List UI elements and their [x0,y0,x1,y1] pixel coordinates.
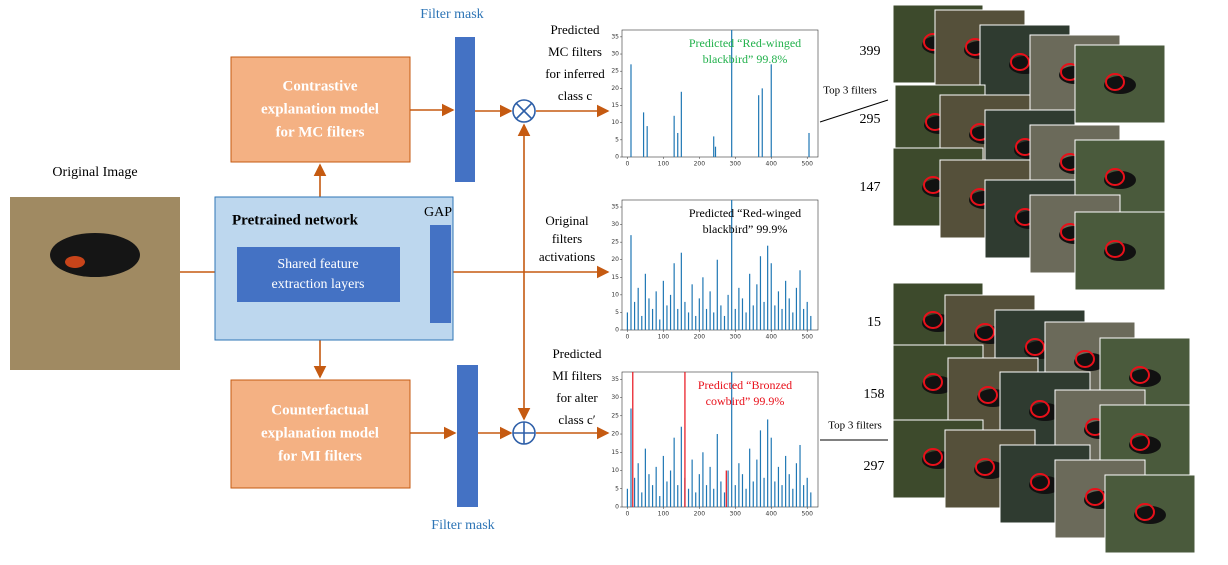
x-tick-label: 400 [766,334,778,341]
label: Contrastive [283,78,358,94]
y-tick-label: 35 [611,33,619,40]
label: Predicted [552,346,602,361]
y-tick-label: 30 [611,394,619,401]
photo-grid [893,5,1195,553]
label: Original [545,213,589,228]
bird [1104,243,1136,261]
label: Predicted [550,22,600,37]
y-tick-label: 15 [611,102,619,109]
y-tick-label: 20 [611,431,619,438]
x-tick-label: 300 [730,511,742,518]
y-tick-label: 25 [611,239,619,246]
x-tick-label: 200 [694,511,706,518]
x-tick-label: 100 [658,334,670,341]
annotation: blackbird” 99.8% [703,52,788,66]
label: 297 [864,459,885,474]
label: for inferred [545,66,605,81]
x-tick-label: 100 [658,161,670,168]
y-tick-label: 15 [611,449,619,456]
label: Counterfactual [271,402,369,418]
y-tick-label: 35 [611,376,619,383]
y-tick-label: 30 [611,51,619,58]
x-tick-label: 100 [658,511,670,518]
annotation: blackbird” 99.9% [703,222,788,236]
x-tick-label: 500 [801,334,813,341]
annotation: Predicted “Red-winged [689,206,801,220]
y-tick-label: 10 [611,291,619,298]
label: class c′ [558,412,595,427]
label: Pretrained network [232,212,359,228]
y-tick-label: 20 [611,256,619,263]
y-tick-label: 5 [615,485,619,492]
y-tick-label: 15 [611,274,619,281]
x-tick-label: 300 [730,334,742,341]
label: Original Image [52,165,137,180]
label: for MC filters [276,124,365,140]
label: class c [558,88,593,103]
y-tick-label: 10 [611,119,619,126]
shapes [10,37,478,507]
x-tick-label: 0 [625,334,629,341]
label: 295 [860,112,881,127]
label: 147 [860,180,881,195]
label: activations [539,249,595,264]
label: Top 3 filters [828,420,882,432]
diagram: Original Image Pretrained network GAP Sh… [0,0,1228,560]
y-tick-label: 5 [615,136,619,143]
y-tick-label: 35 [611,204,619,211]
label: 15 [867,315,881,330]
label: 399 [860,44,881,59]
y-tick-label: 0 [615,154,619,161]
bird [1134,506,1166,524]
x-tick-label: 500 [801,511,813,518]
label: explanation model [261,101,379,117]
bird [1104,76,1136,94]
annotation: Predicted “Bronzed [698,378,792,392]
y-tick-label: 25 [611,412,619,419]
y-tick-label: 0 [615,504,619,511]
bird [1104,171,1136,189]
label: Filter mask [420,7,483,22]
label: GAP [424,205,452,220]
y-tick-label: 10 [611,467,619,474]
label: Shared feature [277,257,358,272]
x-tick-label: 200 [694,334,706,341]
label: for MI filters [278,448,362,464]
bird [1129,369,1161,387]
y-tick-label: 25 [611,68,619,75]
x-tick-label: 400 [766,161,778,168]
annotation: cowbird” 99.9% [706,394,785,408]
y-tick-label: 5 [615,309,619,316]
label: extraction layers [272,277,365,292]
y-tick-label: 0 [615,327,619,334]
x-tick-label: 0 [625,161,629,168]
x-tick-label: 400 [766,511,778,518]
x-tick-label: 300 [730,161,742,168]
annotation: Predicted “Red-winged [689,36,801,50]
bird [1129,436,1161,454]
label: Filter mask [431,518,494,533]
x-tick-label: 500 [801,161,813,168]
label: explanation model [261,425,379,441]
label: for alter [556,390,598,405]
label: MI filters [552,368,601,383]
label: Top 3 filters [823,85,877,97]
label: 158 [864,387,885,402]
plot-area [622,372,818,507]
x-tick-label: 200 [694,161,706,168]
y-tick-label: 20 [611,85,619,92]
label: MC filters [548,44,602,59]
y-tick-label: 30 [611,221,619,228]
label: filters [552,231,582,246]
x-tick-label: 0 [625,511,629,518]
